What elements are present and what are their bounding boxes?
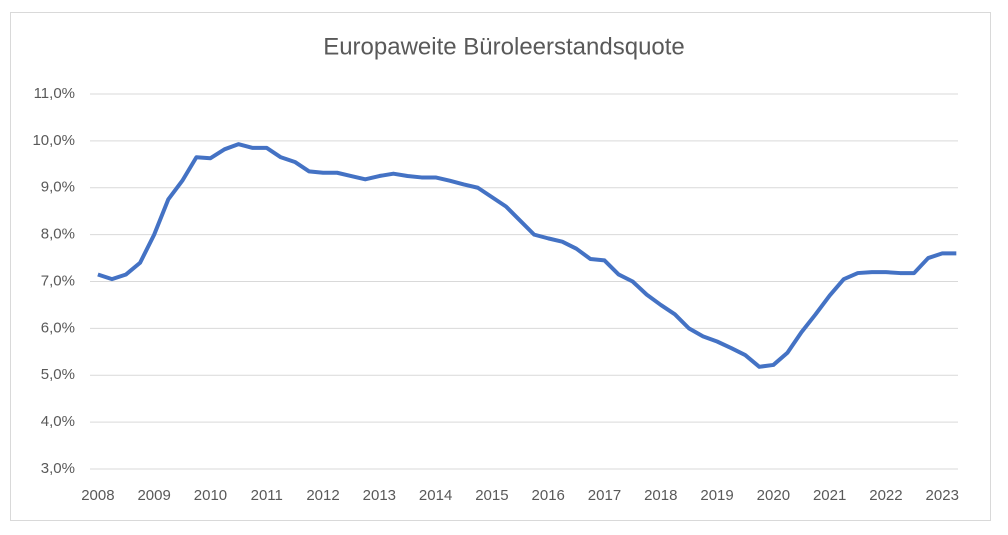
x-tick-label: 2015 [475, 487, 508, 504]
y-tick-label: 4,0% [41, 413, 75, 430]
x-tick-label: 2012 [306, 487, 339, 504]
x-tick-label: 2018 [644, 487, 677, 504]
data-line [97, 142, 957, 369]
x-tick-label: 2008 [81, 487, 114, 504]
chart-title: Europaweite Büroleerstandsquote [323, 33, 685, 60]
x-tick-label: 2013 [363, 487, 396, 504]
x-tick-label: 2020 [757, 487, 790, 504]
x-tick-label: 2017 [588, 487, 621, 504]
x-tick-label: 2023 [926, 487, 959, 504]
x-tick-label: 2011 [251, 487, 283, 504]
chart-border [10, 12, 991, 521]
x-tick-label: 2021 [813, 487, 846, 504]
y-tick-label: 6,0% [41, 319, 75, 336]
x-tick-label: 2014 [419, 487, 452, 504]
y-tick-label: 5,0% [41, 366, 75, 383]
x-tick-label: 2010 [194, 487, 227, 504]
y-tick-label: 11,0% [34, 85, 75, 102]
y-tick-label: 8,0% [41, 226, 75, 243]
x-tick-label: 2009 [137, 487, 170, 504]
y-tick-label: 10,0% [32, 132, 75, 149]
y-tick-label: 9,0% [41, 179, 75, 196]
y-tick-label: 7,0% [41, 272, 75, 289]
x-tick-label: 2022 [869, 487, 902, 504]
x-tick-label: 2016 [532, 487, 565, 504]
y-tick-label: 3,0% [41, 460, 75, 477]
x-tick-label: 2019 [700, 487, 733, 504]
